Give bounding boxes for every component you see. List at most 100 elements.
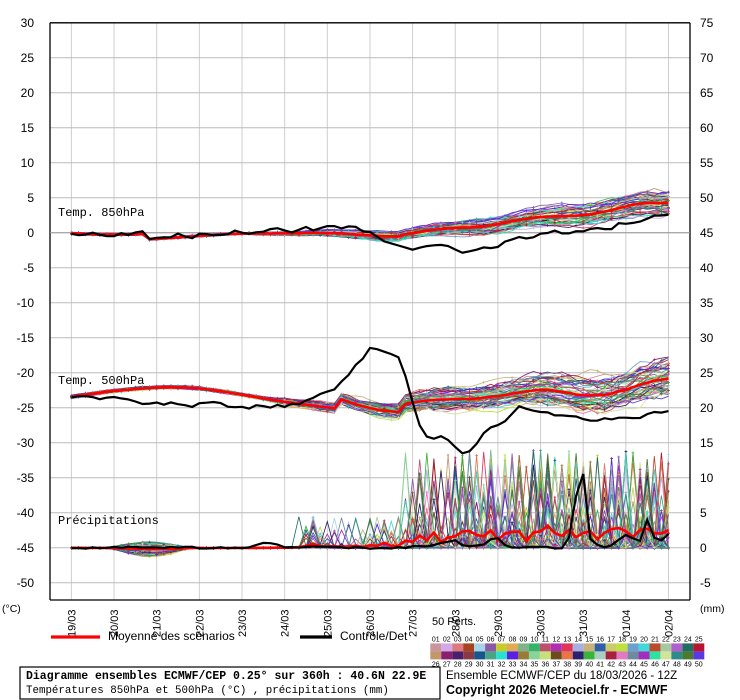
svg-text:02/04: 02/04: [664, 609, 676, 637]
svg-text:46: 46: [651, 661, 659, 668]
svg-text:38: 38: [563, 661, 571, 668]
svg-text:-20: -20: [17, 366, 35, 380]
svg-text:32: 32: [498, 661, 506, 668]
svg-text:19/03: 19/03: [66, 609, 78, 637]
svg-text:-5: -5: [700, 576, 711, 590]
svg-text:01: 01: [432, 636, 440, 643]
svg-text:35: 35: [531, 661, 539, 668]
svg-text:07: 07: [498, 636, 506, 643]
svg-text:12: 12: [552, 636, 560, 643]
svg-text:Diagramme ensembles ECMWF/CEP: Diagramme ensembles ECMWF/CEP 0.25° sur …: [26, 670, 426, 683]
svg-text:-40: -40: [17, 506, 35, 520]
svg-text:-50: -50: [17, 576, 35, 590]
svg-text:15: 15: [700, 436, 714, 450]
svg-text:23: 23: [673, 636, 681, 643]
svg-text:25: 25: [700, 366, 714, 380]
svg-text:35: 35: [700, 296, 714, 310]
svg-text:Copyright 2026 Meteociel.fr -: Copyright 2026 Meteociel.fr - ECMWF: [446, 683, 668, 697]
svg-text:02: 02: [443, 636, 451, 643]
svg-text:45: 45: [700, 226, 714, 240]
svg-text:09: 09: [520, 636, 528, 643]
svg-text:-30: -30: [17, 436, 35, 450]
svg-text:17: 17: [607, 636, 615, 643]
svg-text:34: 34: [520, 661, 528, 668]
svg-text:-35: -35: [17, 471, 35, 485]
svg-text:39: 39: [574, 661, 582, 668]
svg-text:45: 45: [640, 661, 648, 668]
svg-text:25: 25: [21, 51, 35, 65]
svg-text:40: 40: [585, 661, 593, 668]
svg-text:30/03: 30/03: [536, 609, 548, 637]
svg-text:20: 20: [640, 636, 648, 643]
svg-text:50: 50: [695, 661, 703, 668]
svg-text:-5: -5: [23, 261, 34, 275]
svg-text:75: 75: [700, 16, 714, 30]
svg-text:55: 55: [700, 156, 714, 170]
svg-text:15: 15: [21, 121, 35, 135]
svg-text:29/03: 29/03: [493, 609, 505, 637]
svg-text:49: 49: [684, 661, 692, 668]
svg-text:10: 10: [21, 156, 35, 170]
svg-text:(mm): (mm): [700, 603, 725, 615]
svg-text:40: 40: [700, 261, 714, 275]
svg-text:20: 20: [700, 401, 714, 415]
svg-text:24/03: 24/03: [280, 609, 292, 637]
svg-text:0: 0: [27, 226, 34, 240]
svg-text:-10: -10: [17, 296, 35, 310]
svg-text:Précipitations: Précipitations: [58, 514, 159, 528]
svg-text:01/04: 01/04: [621, 609, 633, 637]
svg-text:03: 03: [454, 636, 462, 643]
svg-text:20: 20: [21, 86, 35, 100]
svg-text:30: 30: [476, 661, 484, 668]
svg-text:16: 16: [596, 636, 604, 643]
svg-text:Contrôle/Det: Contrôle/Det: [340, 629, 408, 643]
svg-text:48: 48: [673, 661, 681, 668]
svg-text:Moyenne des scénarios: Moyenne des scénarios: [108, 629, 235, 643]
svg-text:-15: -15: [17, 331, 35, 345]
svg-text:19: 19: [629, 636, 637, 643]
svg-text:60: 60: [700, 121, 714, 135]
svg-text:-25: -25: [17, 401, 35, 415]
svg-text:30: 30: [700, 331, 714, 345]
svg-text:5: 5: [700, 506, 707, 520]
svg-text:36: 36: [541, 661, 549, 668]
svg-text:0: 0: [700, 541, 707, 555]
svg-text:5: 5: [27, 191, 34, 205]
svg-text:30: 30: [21, 16, 35, 30]
svg-text:08: 08: [509, 636, 517, 643]
svg-text:37: 37: [552, 661, 560, 668]
svg-text:65: 65: [700, 86, 714, 100]
svg-text:13: 13: [563, 636, 571, 643]
svg-text:47: 47: [662, 661, 670, 668]
svg-text:(°C): (°C): [2, 603, 21, 615]
svg-text:70: 70: [700, 51, 714, 65]
svg-text:11: 11: [542, 636, 549, 643]
svg-text:21: 21: [651, 636, 659, 643]
svg-text:14: 14: [574, 636, 582, 643]
svg-text:06: 06: [487, 636, 495, 643]
svg-text:-45: -45: [17, 541, 35, 555]
svg-text:25: 25: [695, 636, 703, 643]
svg-text:05: 05: [476, 636, 484, 643]
svg-text:50 Perts.: 50 Perts.: [432, 616, 476, 628]
svg-text:43: 43: [618, 661, 626, 668]
svg-text:10: 10: [700, 471, 714, 485]
svg-text:22: 22: [662, 636, 670, 643]
svg-text:50: 50: [700, 191, 714, 205]
svg-text:10: 10: [531, 636, 539, 643]
svg-text:44: 44: [629, 661, 637, 668]
svg-text:33: 33: [509, 661, 517, 668]
svg-text:31/03: 31/03: [578, 609, 590, 637]
svg-text:28: 28: [454, 661, 462, 668]
svg-text:24: 24: [684, 636, 692, 643]
svg-text:41: 41: [596, 661, 604, 668]
svg-text:15: 15: [585, 636, 593, 643]
svg-text:04: 04: [465, 636, 473, 643]
svg-text:Températures 850hPa et 500hPa: Températures 850hPa et 500hPa (°C) , pré…: [26, 685, 389, 697]
svg-text:Temp. 500hPa: Temp. 500hPa: [58, 374, 144, 388]
svg-text:29: 29: [465, 661, 473, 668]
svg-text:25/03: 25/03: [322, 609, 334, 637]
svg-text:Ensemble ECMWF/CEP du 18/03/20: Ensemble ECMWF/CEP du 18/03/2026 - 12Z: [446, 670, 677, 682]
svg-text:23/03: 23/03: [237, 609, 249, 637]
svg-text:Temp. 850hPa: Temp. 850hPa: [58, 206, 144, 220]
